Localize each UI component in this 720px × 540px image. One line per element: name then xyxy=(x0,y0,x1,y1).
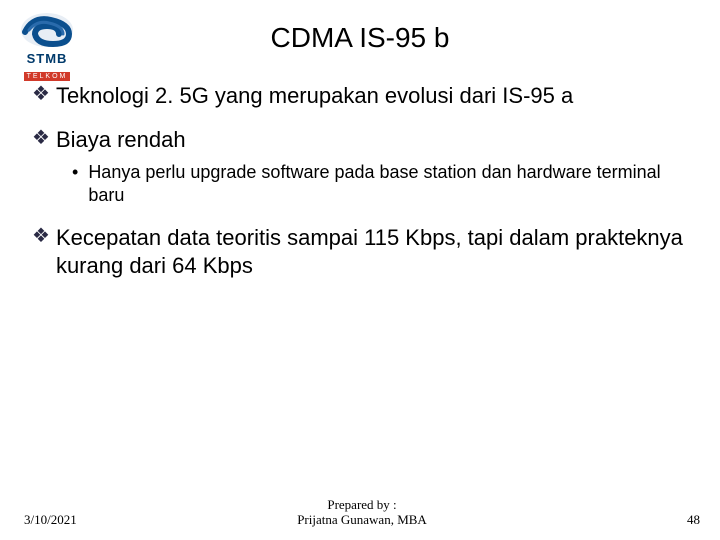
footer-author-block: Prepared by : Prijatna Gunawan, MBA xyxy=(124,497,600,528)
disc-bullet-icon: • xyxy=(72,161,78,184)
diamond-bullet-icon: ❖ xyxy=(32,126,50,150)
bullet-item: ❖ Teknologi 2. 5G yang merupakan evolusi… xyxy=(32,82,688,110)
footer-author: Prijatna Gunawan, MBA xyxy=(124,512,600,528)
bullet-text: Teknologi 2. 5G yang merupakan evolusi d… xyxy=(56,82,688,110)
bullet-item: ❖ Biaya rendah xyxy=(32,126,688,154)
diamond-bullet-icon: ❖ xyxy=(32,82,50,106)
slide-title: CDMA IS-95 b xyxy=(0,0,720,54)
slide-footer: 3/10/2021 Prepared by : Prijatna Gunawan… xyxy=(0,497,720,528)
slide-content: ❖ Teknologi 2. 5G yang merupakan evolusi… xyxy=(0,54,720,279)
logo-text: STMB TELKOM xyxy=(14,52,80,83)
bullet-item: ❖ Kecepatan data teoritis sampai 115 Kbp… xyxy=(32,224,688,279)
diamond-bullet-icon: ❖ xyxy=(32,224,50,248)
bullet-text: Biaya rendah xyxy=(56,126,688,154)
footer-date: 3/10/2021 xyxy=(24,512,124,528)
sub-bullet-text: Hanya perlu upgrade software pada base s… xyxy=(88,161,688,206)
bullet-text: Kecepatan data teoritis sampai 115 Kbps,… xyxy=(56,224,688,279)
footer-page-number: 48 xyxy=(600,512,700,528)
footer-prepared-label: Prepared by : xyxy=(124,497,600,513)
logo: STMB TELKOM xyxy=(14,10,80,83)
sub-bullet-item: • Hanya perlu upgrade software pada base… xyxy=(72,161,688,206)
logo-telkom-label: TELKOM xyxy=(24,72,71,81)
logo-stmb-label: STMB xyxy=(14,52,80,65)
logo-swirl-icon xyxy=(19,10,75,50)
